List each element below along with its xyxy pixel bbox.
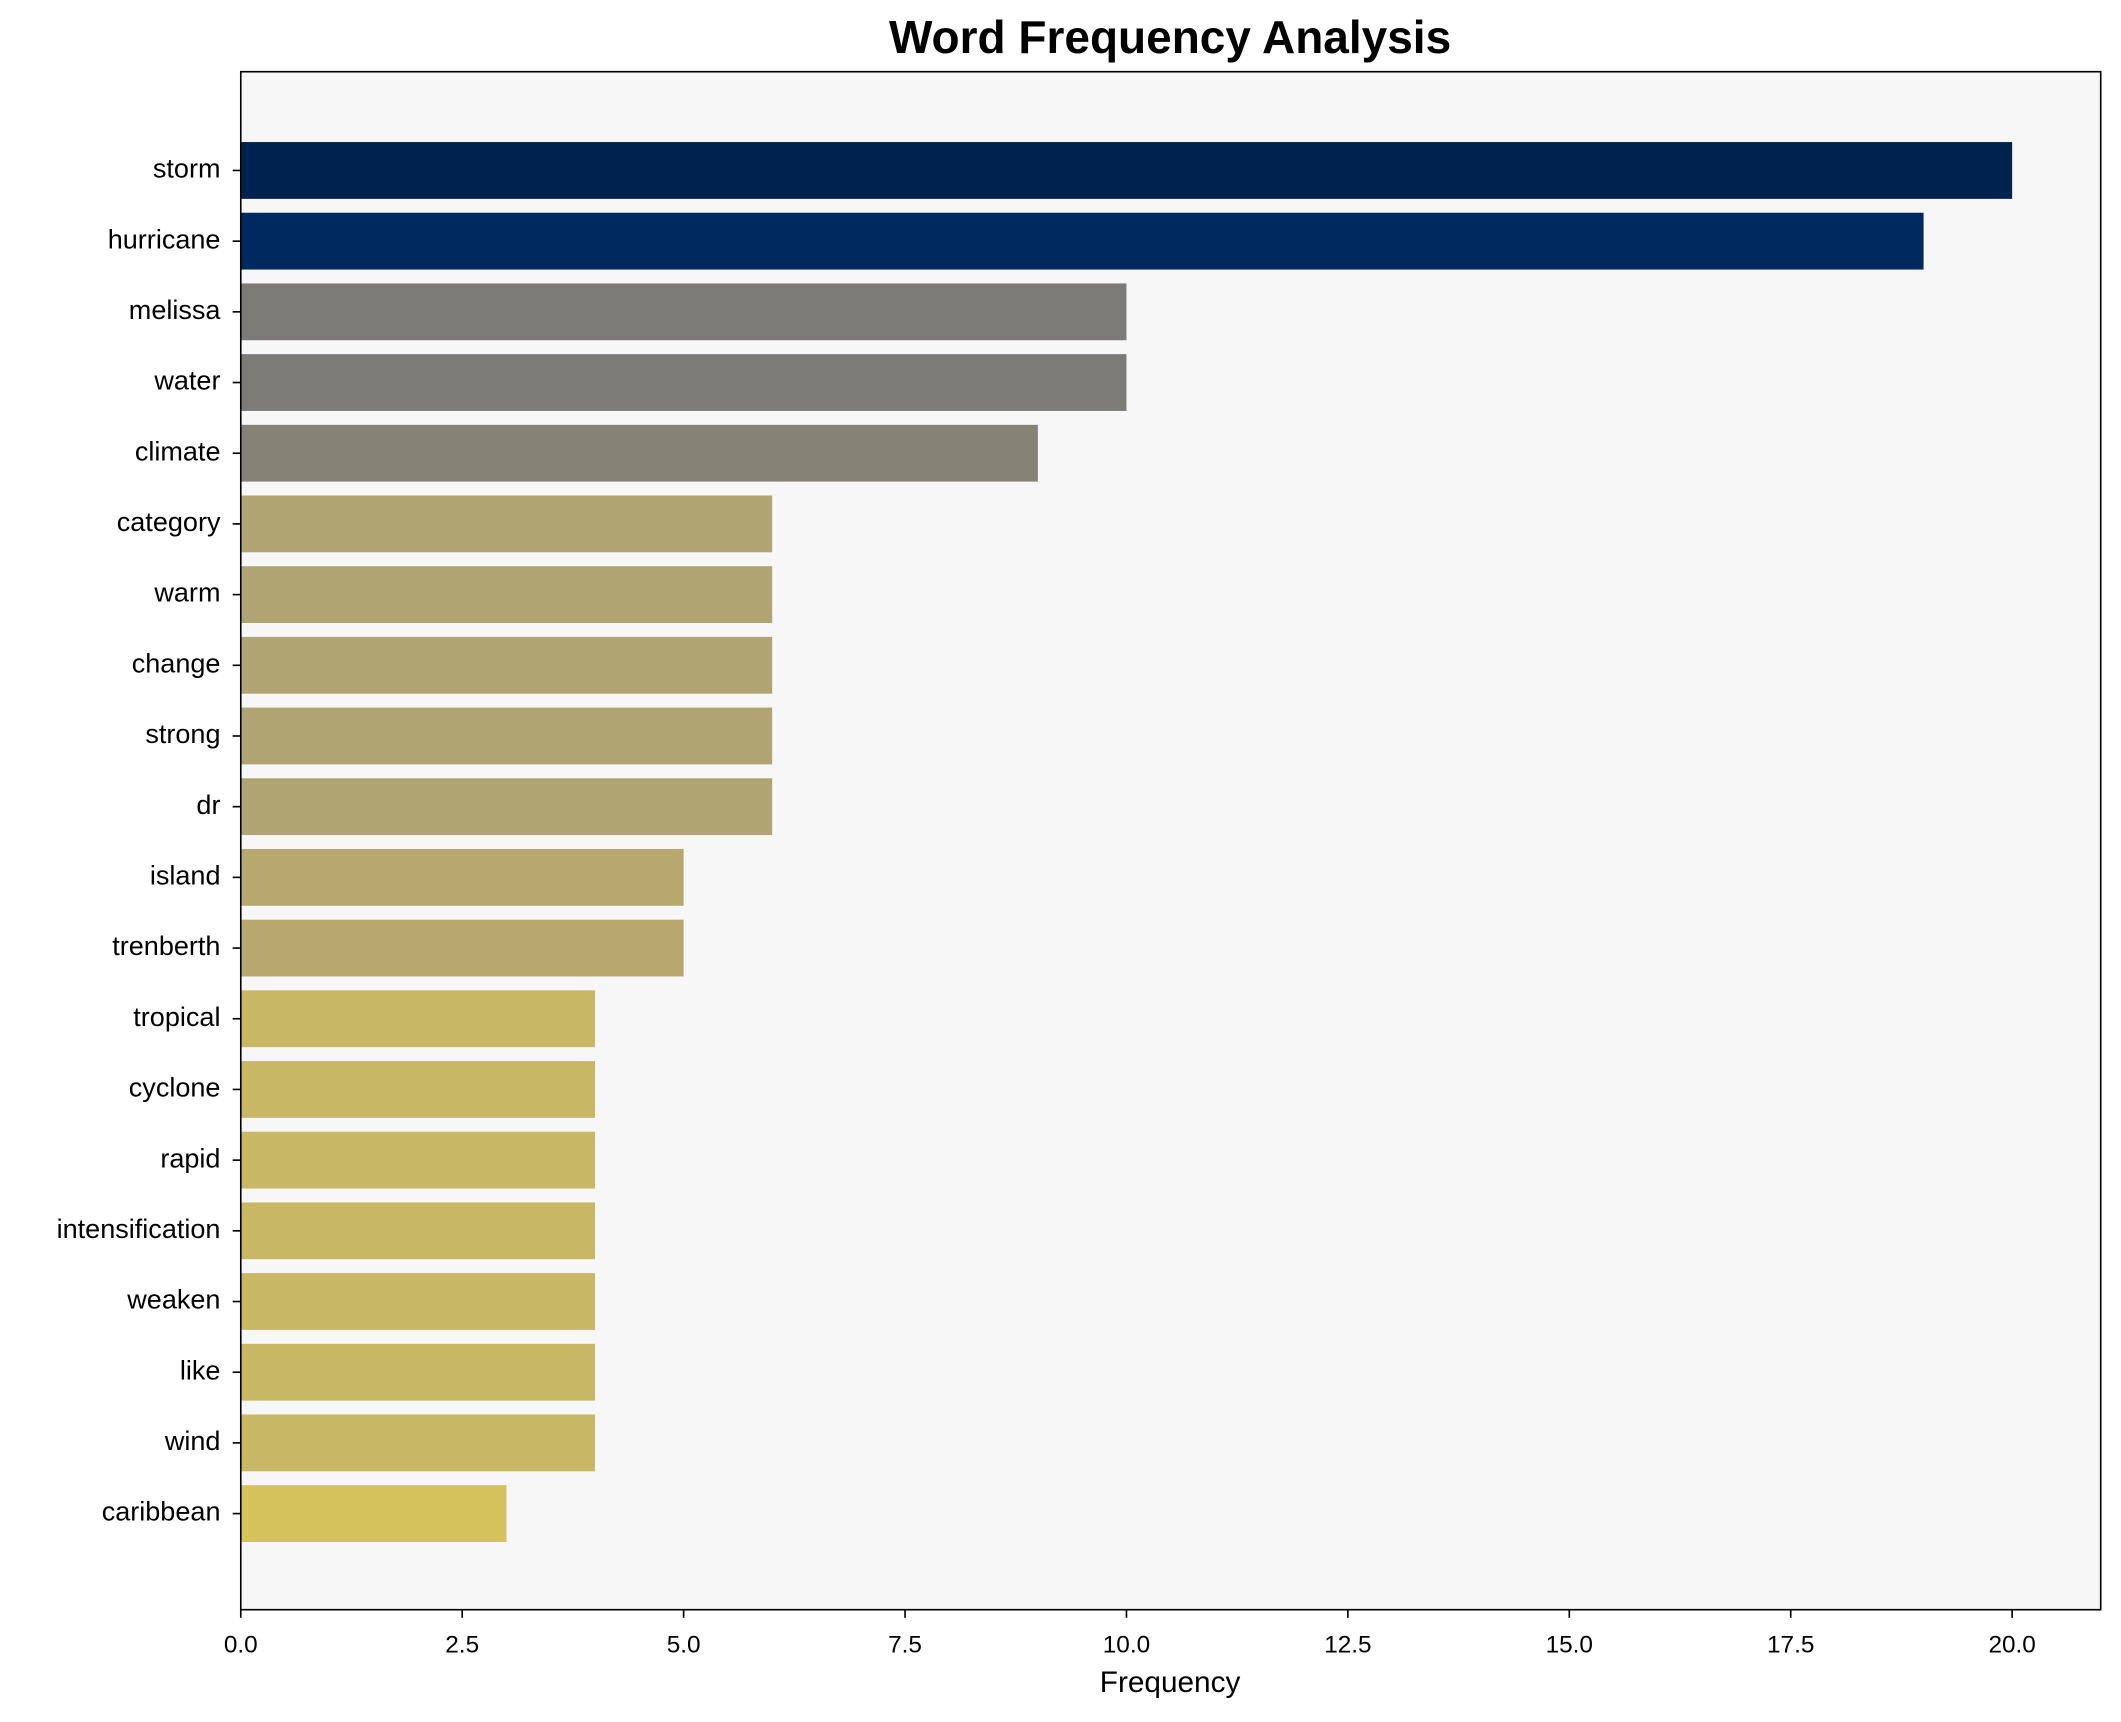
bar: [240, 707, 773, 765]
y-tick-label: like: [180, 1355, 221, 1385]
y-tick-label: trenberth: [112, 931, 220, 961]
bar: [240, 919, 684, 977]
y-tick-label: wind: [164, 1426, 221, 1456]
bar: [240, 778, 773, 836]
x-tick-label: 15.0: [1546, 1632, 1593, 1659]
x-tick-label: 7.5: [888, 1632, 922, 1659]
bar: [240, 1343, 596, 1401]
bar: [240, 1061, 596, 1118]
bar: [240, 990, 596, 1048]
y-tick-label: caribbean: [102, 1497, 221, 1527]
y-tick-label: storm: [153, 154, 221, 184]
bar: [240, 1273, 596, 1330]
x-tick-label: 2.5: [445, 1632, 479, 1659]
bar: [240, 1202, 596, 1260]
y-tick-label: tropical: [133, 1002, 220, 1032]
y-tick-label: intensification: [57, 1214, 221, 1244]
bar: [240, 212, 1924, 270]
x-tick-label: 5.0: [667, 1632, 701, 1659]
y-tick-label: rapid: [160, 1143, 220, 1173]
x-tick-label: 0.0: [224, 1632, 258, 1659]
y-tick-label: water: [153, 366, 220, 396]
y-tick-label: weaken: [126, 1285, 220, 1315]
axes-frame: [239, 70, 2102, 1611]
chart-title: Word Frequency Analysis: [889, 11, 1451, 63]
bar: [240, 1414, 596, 1472]
bar: [240, 424, 1038, 482]
bar: [240, 566, 773, 624]
bar: [240, 354, 1127, 411]
bar: [240, 848, 684, 906]
y-tick-label: category: [117, 507, 221, 537]
bar: [240, 1131, 596, 1189]
x-tick-label: 12.5: [1324, 1632, 1371, 1659]
x-axis-label: Frequency: [1100, 1666, 1241, 1699]
x-tick-label: 20.0: [1988, 1632, 2035, 1659]
bar: [240, 142, 2013, 199]
bar: [240, 636, 773, 694]
y-tick-label: strong: [145, 719, 220, 749]
y-tick-label: change: [132, 648, 221, 678]
bar: [240, 283, 1127, 341]
y-tick-label: warm: [153, 578, 220, 608]
bar: [240, 495, 773, 553]
y-tick-label: melissa: [129, 295, 222, 325]
x-tick-label: 10.0: [1103, 1632, 1150, 1659]
bar: [240, 1485, 507, 1542]
y-tick-label: dr: [196, 790, 220, 820]
y-tick-label: cyclone: [129, 1073, 221, 1103]
y-tick-label: island: [150, 861, 221, 891]
x-tick-label: 17.5: [1767, 1632, 1814, 1659]
y-tick-label: hurricane: [108, 224, 221, 254]
y-tick-label: climate: [135, 436, 221, 466]
